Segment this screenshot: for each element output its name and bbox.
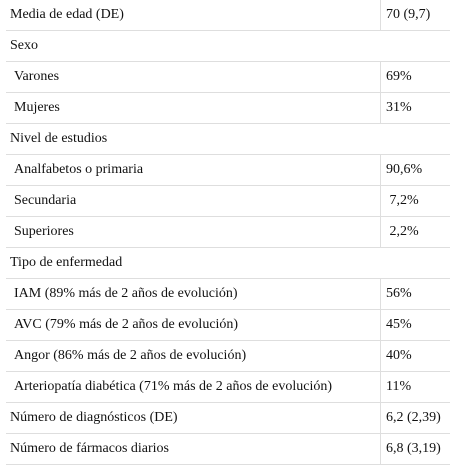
row-value: 69%	[380, 61, 450, 93]
row-label: Número de diagnósticos (DE)	[6, 402, 381, 434]
table-row: IAM (89% más de 2 años de evolución) 56%	[6, 278, 450, 310]
table-row: Varones 69%	[6, 61, 450, 93]
row-value: 2,2%	[380, 216, 450, 248]
section-row: Sexo	[6, 30, 450, 62]
section-label: Sexo	[6, 30, 450, 62]
row-value: 70 (9,7)	[380, 0, 450, 31]
row-label: AVC (79% más de 2 años de evolución)	[6, 309, 381, 341]
section-row: Tipo de enfermedad	[6, 247, 450, 279]
row-label: Media de edad (DE)	[6, 0, 381, 31]
table-row: Mujeres 31%	[6, 92, 450, 124]
table-row: Número de fármacos diarios 6,8 (3,19)	[6, 433, 450, 465]
row-value: 45%	[380, 309, 450, 341]
table-row: Analfabetos o primaria 90,6%	[6, 154, 450, 186]
row-label: Angor (86% más de 2 años de evolución)	[6, 340, 381, 372]
section-label: Tipo de enfermedad	[6, 247, 450, 279]
row-label: IAM (89% más de 2 años de evolución)	[6, 278, 381, 310]
row-value: 11%	[380, 371, 450, 403]
section-label: Nivel de estudios	[6, 123, 450, 155]
table-row: Número de diagnósticos (DE) 6,2 (2,39)	[6, 402, 450, 434]
row-label: Superiores	[6, 216, 381, 248]
table-row: Superiores 2,2%	[6, 216, 450, 248]
row-label: Arteriopatía diabética (71% más de 2 año…	[6, 371, 381, 403]
table-row: Arteriopatía diabética (71% más de 2 año…	[6, 371, 450, 403]
row-value: 90,6%	[380, 154, 450, 186]
row-label: Mujeres	[6, 92, 381, 124]
row-value: 56%	[380, 278, 450, 310]
row-value: 40%	[380, 340, 450, 372]
row-value: 31%	[380, 92, 450, 124]
characteristics-table: Media de edad (DE) 70 (9,7) Sexo Varones…	[6, 0, 450, 465]
row-value: 7,2%	[380, 185, 450, 217]
table-row: AVC (79% más de 2 años de evolución) 45%	[6, 309, 450, 341]
section-row: Nivel de estudios	[6, 123, 450, 155]
row-value: 6,8 (3,19)	[380, 433, 450, 465]
row-label: Analfabetos o primaria	[6, 154, 381, 186]
row-label: Varones	[6, 61, 381, 93]
row-label: Secundaria	[6, 185, 381, 217]
table-row: Secundaria 7,2%	[6, 185, 450, 217]
table-row: Media de edad (DE) 70 (9,7)	[6, 0, 450, 31]
row-value: 6,2 (2,39)	[380, 402, 450, 434]
table-row: Angor (86% más de 2 años de evolución) 4…	[6, 340, 450, 372]
row-label: Número de fármacos diarios	[6, 433, 381, 465]
